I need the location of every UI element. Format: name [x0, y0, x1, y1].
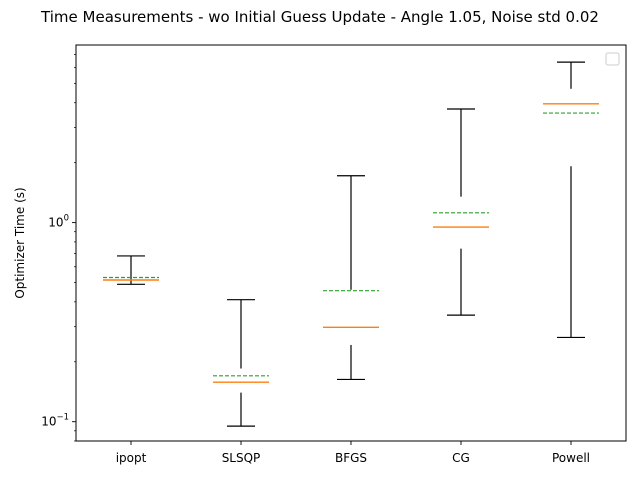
- y-tick-exponent: 0: [64, 214, 69, 224]
- x-tick-label: ipopt: [116, 451, 147, 465]
- y-tick-base: 10: [48, 216, 63, 230]
- y-tick-label: 100: [48, 214, 69, 230]
- box-powell: [543, 61, 599, 339]
- x-tick-label: CG: [452, 451, 470, 465]
- y-tick-label: 10−1: [41, 413, 69, 429]
- x-tick-label: Powell: [552, 451, 590, 465]
- box-cg: [433, 108, 489, 316]
- y-axis-label: Optimizer Time (s): [13, 187, 27, 298]
- y-tick-base: 10: [41, 415, 56, 429]
- chart-title: Time Measurements - wo Initial Guess Upd…: [40, 8, 599, 26]
- box-series: [103, 61, 599, 427]
- box-bfgs: [323, 175, 379, 381]
- box-ipopt: [103, 255, 159, 285]
- legend-box: [605, 52, 620, 66]
- box-slsqp: [213, 299, 269, 427]
- x-axis: ipopt SLSQP BFGS CG Powell: [116, 441, 590, 465]
- x-tick-label: SLSQP: [222, 451, 261, 465]
- y-tick-exponent: −1: [56, 413, 69, 423]
- x-tick-label: BFGS: [335, 451, 367, 465]
